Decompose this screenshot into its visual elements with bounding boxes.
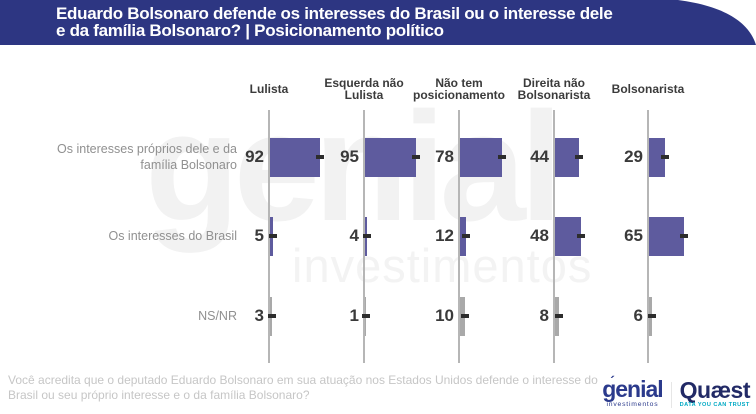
bar-end-dash — [648, 314, 656, 318]
row-label: Os interesses do Brasil — [27, 216, 237, 256]
bar-end-dash — [269, 234, 277, 238]
value-label: 78 — [435, 147, 454, 166]
bar-end-dash — [577, 234, 585, 238]
category-header-5: Bolsonarista — [611, 82, 685, 96]
bar-end-dash — [575, 155, 583, 159]
value-label: 95 — [340, 147, 359, 166]
category-header-2: Esquerda não Lulista — [324, 76, 404, 102]
value-label: 5 — [254, 226, 264, 245]
row-label-text: Os interesses próprios dele e da família… — [57, 142, 237, 172]
value-label: 65 — [624, 226, 643, 245]
footer-logos: ´ genial investimentos Quæst DATA YOU CA… — [602, 373, 751, 409]
category-baseline-5 — [647, 110, 649, 363]
row-label: Os interesses próprios dele e da família… — [27, 137, 237, 177]
category-header-4: Direita não Bolsonarista — [517, 76, 591, 102]
quaest-logo: Quæst DATA YOU CAN TRUST — [679, 377, 751, 409]
bar-end-dash — [362, 314, 370, 318]
quaest-logo-tagline: DATA YOU CAN TRUST — [679, 402, 750, 408]
bar-segment — [460, 137, 502, 177]
header-band: Eduardo Bolsonaro defende os interesses … — [0, 0, 756, 45]
bar-end-dash — [498, 155, 506, 159]
bar-segment — [270, 137, 320, 177]
bar-end-dash — [316, 155, 324, 159]
quaest-logo-name: Quæst — [679, 377, 751, 403]
value-label: 6 — [633, 306, 643, 325]
bar-segment — [555, 216, 581, 256]
value-label: 92 — [245, 147, 264, 166]
category-header-1: Lulista — [249, 82, 289, 96]
value-label: 44 — [530, 147, 549, 166]
bar-end-dash — [363, 234, 371, 238]
category-baseline-4 — [553, 110, 555, 363]
bar-end-dash — [462, 234, 470, 238]
value-label: 8 — [539, 306, 549, 325]
page-title: Eduardo Bolsonaro defende os interesses … — [56, 4, 613, 40]
bar-segment — [649, 137, 665, 177]
row-label-text: NS/NR — [198, 309, 237, 323]
value-label: 12 — [435, 226, 454, 245]
genial-logo-tick: ´ — [610, 373, 615, 389]
genial-logo-subtitle: investimentos — [606, 401, 659, 408]
genial-watermark-subtext: investimentos — [292, 239, 593, 292]
bar-end-dash — [680, 234, 688, 238]
category-baseline-3 — [458, 110, 460, 363]
row-label-text: Os interesses do Brasil — [108, 229, 237, 243]
logo-divider — [670, 382, 672, 408]
bar-end-dash — [268, 314, 276, 318]
value-label: 48 — [530, 226, 549, 245]
bar-end-dash — [555, 314, 563, 318]
genial-logo-name: genial — [602, 376, 663, 402]
value-label: 4 — [349, 226, 359, 245]
category-header-3: Não tem posicionamento — [412, 76, 505, 102]
value-label: 10 — [435, 306, 454, 325]
value-label: 3 — [254, 306, 264, 325]
bar-segment — [649, 216, 684, 256]
value-label: 29 — [624, 147, 643, 166]
bar-end-dash — [461, 314, 469, 318]
bar-end-dash — [412, 155, 420, 159]
genial-logo: ´ genial investimentos — [602, 373, 663, 408]
value-label: 1 — [349, 306, 359, 325]
survey-question-footnote: Você acredita que o deputado Eduardo Bol… — [8, 373, 598, 402]
bar-segment — [365, 137, 416, 177]
row-label: NS/NR — [27, 296, 237, 336]
bar-end-dash — [661, 155, 669, 159]
